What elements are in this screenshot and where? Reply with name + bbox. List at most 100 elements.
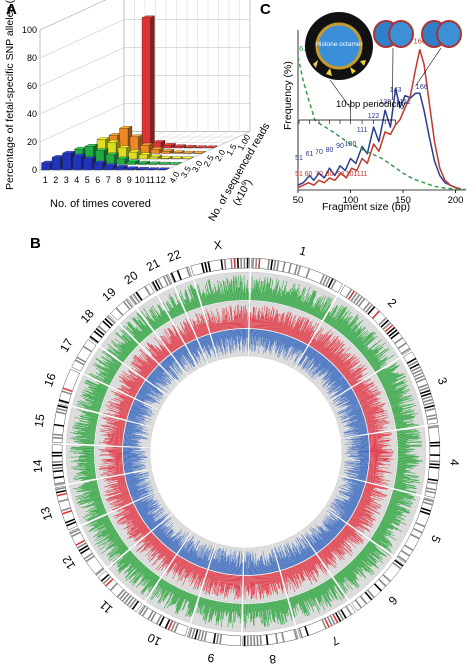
- b-track-bar: [158, 528, 169, 539]
- b-track-bar: [286, 569, 291, 580]
- b-track-bar: [364, 487, 383, 494]
- b-track-bar: [274, 280, 280, 303]
- b-track-bar: [142, 568, 150, 578]
- b-track-bar: [202, 569, 206, 578]
- b-track-bar: [338, 356, 355, 371]
- b-track-bar: [125, 472, 141, 477]
- b-track-bar: [260, 314, 263, 329]
- b-track-bar: [119, 414, 128, 418]
- b-track-bar: [219, 280, 224, 302]
- b-track-bar: [134, 500, 142, 505]
- b-track-bar: [230, 320, 232, 329]
- b-track-bar: [112, 475, 125, 479]
- b-track-bar: [129, 413, 141, 418]
- b-track-bar: [361, 496, 374, 502]
- b-track-bar: [246, 311, 248, 329]
- b-track-bar: [394, 412, 419, 419]
- b-track-bar: [194, 339, 203, 356]
- b-track-bar: [220, 558, 224, 573]
- b-track-bar: [134, 566, 148, 582]
- b-track-bar: [351, 442, 369, 445]
- b-track-bar: [314, 555, 321, 564]
- b-track-bar: [291, 288, 298, 308]
- b-track-bar: [270, 289, 274, 303]
- b-track-bar: [366, 479, 389, 485]
- b-track-bar: [351, 560, 358, 567]
- b-track-bar: [361, 404, 369, 409]
- b-track-bar: [213, 572, 219, 594]
- b-track-bar: [340, 399, 358, 408]
- b-track-bar: [342, 569, 359, 590]
- b-track-bar: [123, 380, 140, 390]
- b-track-bar: [237, 575, 240, 594]
- b-track-bar: [273, 332, 277, 346]
- b-track-bar: [347, 487, 362, 494]
- b-track-bar: [131, 517, 141, 523]
- b-track-bar: [165, 537, 173, 546]
- b-track-bar: [258, 289, 260, 301]
- b-track-bar: [168, 531, 183, 549]
- b-track-bar: [176, 590, 185, 607]
- b-track-bar: [299, 546, 308, 559]
- b-track-bar: [249, 575, 251, 592]
- b-track-bar: [392, 407, 403, 412]
- b-track-bar: [296, 342, 303, 354]
- b-track-bar: [216, 322, 219, 332]
- b-track-bar: [238, 550, 241, 575]
- b-track-bar: [337, 517, 347, 524]
- b-track-bar: [244, 312, 246, 329]
- b-track-bar: [172, 557, 181, 570]
- b-track-bar: [110, 422, 125, 427]
- b-track-bar: [216, 601, 221, 622]
- b-track-bar: [280, 557, 285, 569]
- b-track-bar: [79, 460, 95, 463]
- b-track-bar: [248, 551, 250, 575]
- b-track-bar: [306, 330, 315, 345]
- b-track-bar: [124, 433, 142, 437]
- b-track-bar: [151, 305, 165, 325]
- b-track-bar: [338, 521, 345, 526]
- b-track-bar: [279, 334, 284, 347]
- b-track-bar: [160, 548, 169, 558]
- b-track-bar: [90, 402, 102, 407]
- b-track-bar: [228, 575, 232, 590]
- b-track-bar: [355, 332, 372, 348]
- b-track-bar: [211, 290, 216, 304]
- b-track-bar: [395, 481, 406, 484]
- b-track-bar: [80, 434, 95, 437]
- b-track-bar: [333, 539, 345, 551]
- b-track-bar: [313, 535, 324, 548]
- b-track-bar: [172, 534, 185, 551]
- b-track-bar: [313, 295, 325, 317]
- b-track-bar: [164, 538, 171, 545]
- b-track-bar: [107, 534, 119, 542]
- b-track-bar: [143, 533, 154, 543]
- b-track-bar: [395, 479, 414, 484]
- b-track-bar: [175, 590, 185, 610]
- b-track-bar: [204, 336, 211, 352]
- b-track-bar: [152, 371, 162, 379]
- b-track-bar: [179, 591, 188, 611]
- b-track-bar: [77, 431, 96, 435]
- b-track-bar: [208, 553, 215, 570]
- b-track-bar: [126, 396, 134, 400]
- b-track-bar: [302, 592, 309, 607]
- b-track-bar: [126, 421, 141, 426]
- b-track-bar: [206, 549, 214, 569]
- b-track-bar: [369, 442, 378, 444]
- b-track-bar: [363, 348, 372, 356]
- b-track-bar: [349, 440, 369, 443]
- b-track-bar: [193, 320, 201, 337]
- b-track-bar: [347, 331, 355, 340]
- b-track-bar: [74, 467, 95, 471]
- b-track-bar: [266, 316, 270, 330]
- panel-c-y-axis-label: Frequency (%): [282, 61, 294, 130]
- b-track-bar: [154, 337, 169, 356]
- b-track-bar: [106, 472, 124, 476]
- b-track-bar: [346, 451, 369, 452]
- b-track-bar: [167, 555, 179, 573]
- b-track-bar: [254, 575, 258, 600]
- a-bar-top: [147, 161, 161, 164]
- b-track-bar: [368, 473, 376, 476]
- b-track-bar: [198, 597, 203, 608]
